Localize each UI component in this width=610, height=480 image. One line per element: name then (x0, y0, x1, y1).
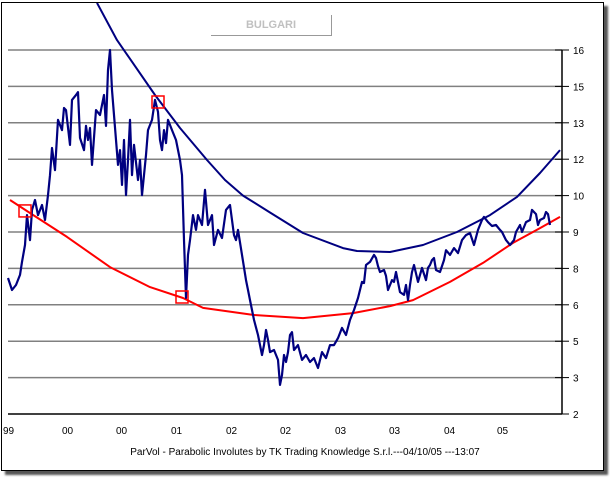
y-tick-label: 10 (573, 192, 585, 203)
chart-title: BULGARI (211, 15, 332, 36)
y-tick-label: 5 (573, 337, 579, 348)
x-tick-label: 04 (444, 426, 456, 437)
x-tick-label: 99 (3, 426, 15, 437)
series-lower-involute (9, 199, 561, 320)
y-tick-label: 15 (573, 82, 585, 93)
x-tick-label: 05 (497, 426, 509, 437)
touch-point-marker (18, 204, 32, 218)
y-tick-label: 3 (573, 374, 579, 385)
x-tick-label: 03 (389, 426, 401, 437)
y-tick-label: 16 (573, 46, 585, 57)
y-tick-label: 6 (573, 301, 579, 312)
touch-point-marker (151, 95, 165, 109)
x-tick-label: 00 (62, 426, 74, 437)
y-tick-label: 9 (573, 228, 579, 239)
x-tick-label: 01 (171, 426, 183, 437)
touch-point-marker (175, 290, 189, 304)
y-tick-label: 8 (573, 264, 579, 275)
x-tick-label: 02 (226, 426, 238, 437)
x-tick-label: 00 (116, 426, 128, 437)
chart-footer: ParVol - Parabolic Involutes by TK Tradi… (130, 447, 480, 458)
series-upper-involute (96, 3, 561, 253)
series-price (6, 48, 552, 386)
y-tick-label: 2 (573, 410, 579, 421)
x-tick-label: 03 (335, 426, 347, 437)
y-tick-label: 13 (573, 119, 585, 130)
y-tick-label: 12 (573, 155, 585, 166)
x-tick-label: 02 (280, 426, 292, 437)
